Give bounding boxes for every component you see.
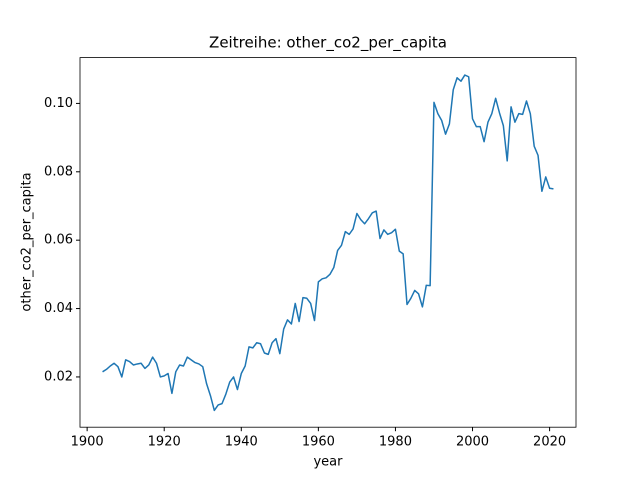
x-tick-label: 1960 xyxy=(302,435,335,450)
x-tick-label: 1920 xyxy=(148,435,181,450)
y-axis-label: other_co2_per_capita xyxy=(20,172,35,311)
y-tick-label: 0.06 xyxy=(44,233,73,248)
y-tick-label: 0.04 xyxy=(44,301,73,316)
y-tick-label: 0.10 xyxy=(44,96,73,111)
x-tick-label: 1900 xyxy=(71,435,104,450)
y-tick-label: 0.02 xyxy=(44,369,73,384)
data-line xyxy=(102,74,554,412)
y-tick-label: 0.08 xyxy=(44,164,73,179)
x-tick-label: 2000 xyxy=(456,435,489,450)
plot-frame xyxy=(79,57,577,428)
x-tick-label: 1980 xyxy=(379,435,412,450)
chart-title: Zeitreihe: other_co2_per_capita xyxy=(209,34,447,53)
x-tick-label: 1940 xyxy=(225,435,258,450)
x-tick-label: 2020 xyxy=(533,435,566,450)
x-axis-label: year xyxy=(313,455,343,470)
